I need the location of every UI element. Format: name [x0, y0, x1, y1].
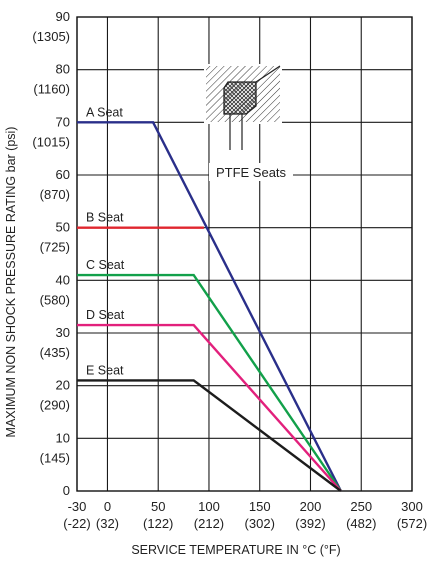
- y-tick-label-5: 50: [56, 220, 70, 235]
- plot-frame: [76, 16, 413, 492]
- annotation-background: [209, 163, 293, 181]
- y-tick-sublabel-2: (290): [40, 398, 70, 413]
- series-labels: A Seat B Seat C Seat D Seat E Seat: [86, 105, 125, 377]
- axis-ticks: -30(-22)0(32)50(122)100(212)150(302)200(…: [32, 9, 427, 531]
- y-axis-label: MAXIMUM NON SHOCK PRESSURE RATING bar (p…: [4, 127, 18, 438]
- annotations: PTFE Seats: [209, 163, 293, 181]
- series-line-a-seat: [77, 121, 342, 492]
- series-label-e-seat: E Seat: [86, 363, 124, 377]
- x-tick-label-2: 50: [151, 499, 165, 514]
- plot-border: [76, 16, 413, 492]
- x-tick-label-7: 300: [401, 499, 423, 514]
- x-tick-label-3: 100: [198, 499, 220, 514]
- y-tick-sublabel-5: (725): [40, 240, 70, 255]
- series-label-c-seat: C Seat: [86, 258, 125, 272]
- x-tick-sublabel-0: (-22): [63, 516, 90, 531]
- y-tick-sublabel-9: (1305): [32, 29, 70, 44]
- y-tick-label-1: 10: [56, 430, 70, 445]
- y-tick-label-9: 90: [56, 9, 70, 24]
- x-tick-sublabel-4: (302): [245, 516, 275, 531]
- y-tick-label-2: 20: [56, 378, 70, 393]
- series-lines: [77, 121, 342, 492]
- y-tick-label-8: 80: [56, 62, 70, 77]
- x-tick-label-6: 250: [350, 499, 372, 514]
- x-tick-label-0: -30: [68, 499, 87, 514]
- x-axis-label: SERVICE TEMPERATURE IN °C (°F): [131, 543, 340, 557]
- series-line-e-seat: [77, 379, 342, 492]
- y-tick-label-3: 30: [56, 325, 70, 340]
- y-tick-sublabel-6: (870): [40, 187, 70, 202]
- seat-ring: [223, 81, 257, 115]
- x-tick-label-5: 200: [300, 499, 322, 514]
- y-tick-label-0: 0: [63, 483, 70, 498]
- seat-top-curve: [255, 65, 281, 83]
- y-tick-sublabel-3: (435): [40, 345, 70, 360]
- y-tick-label-4: 40: [56, 272, 70, 287]
- y-tick-sublabel-7: (1015): [32, 134, 70, 149]
- series-label-d-seat: D Seat: [86, 308, 125, 322]
- x-tick-sublabel-2: (122): [143, 516, 173, 531]
- x-tick-sublabel-5: (392): [295, 516, 325, 531]
- annotation-ptfe-seats: PTFE Seats: [216, 165, 287, 180]
- ptfe-seat-diagram: [204, 64, 282, 150]
- y-tick-label-7: 70: [56, 114, 70, 129]
- y-tick-sublabel-1: (145): [40, 450, 70, 465]
- y-tick-label-6: 60: [56, 167, 70, 182]
- series-label-a-seat: A Seat: [86, 105, 123, 119]
- x-tick-sublabel-3: (212): [194, 516, 224, 531]
- x-tick-sublabel-7: (572): [397, 516, 427, 531]
- y-tick-sublabel-8: (1160): [33, 82, 70, 97]
- series-line-d-seat: [77, 323, 342, 492]
- series-label-b-seat: B Seat: [86, 211, 124, 225]
- x-tick-label-1: 0: [104, 499, 111, 514]
- series-line-c-seat: [77, 273, 342, 492]
- x-tick-label-4: 150: [249, 499, 271, 514]
- x-tick-sublabel-1: (32): [96, 516, 119, 531]
- x-tick-sublabel-6: (482): [346, 516, 376, 531]
- y-tick-sublabel-4: (580): [40, 292, 70, 307]
